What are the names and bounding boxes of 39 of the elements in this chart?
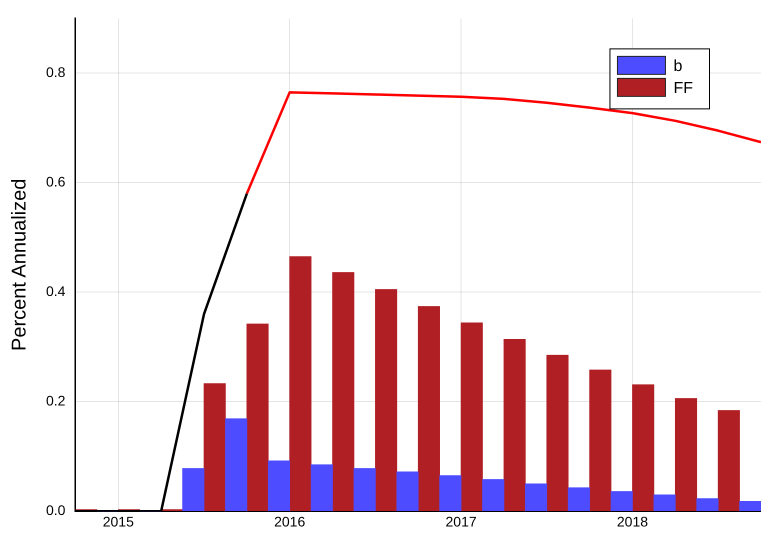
y-tick-label: 0.2	[46, 392, 66, 409]
bar	[246, 324, 269, 512]
y-tick-label: 0.0	[46, 502, 66, 518]
y-tick-label: 0.6	[46, 174, 66, 190]
bar	[568, 487, 590, 512]
bar	[460, 322, 483, 512]
bar	[696, 498, 718, 512]
bar	[525, 483, 548, 512]
legend-label: b	[673, 58, 682, 75]
legend-label: FF	[673, 80, 694, 97]
bar	[332, 272, 354, 512]
bar	[310, 464, 333, 512]
bar	[182, 468, 204, 512]
x-tick-label: 2017	[446, 513, 477, 530]
bar	[396, 471, 419, 512]
x-tick-label: 2018	[616, 513, 648, 530]
bar	[225, 418, 248, 512]
bar	[268, 460, 290, 512]
bar	[610, 491, 633, 512]
x-tick-label: 2015	[102, 513, 134, 530]
bar	[546, 354, 569, 512]
bar	[289, 256, 312, 512]
bar	[739, 501, 761, 512]
x-tick-label: 2016	[274, 513, 306, 530]
y-tick-label: 0.8	[46, 64, 66, 80]
bar	[718, 410, 740, 512]
bar	[589, 370, 612, 512]
y-tick-label: 0.4	[46, 283, 66, 300]
bar	[204, 383, 226, 512]
bar	[674, 398, 698, 512]
bar	[482, 479, 504, 512]
bar	[632, 384, 654, 512]
bar	[375, 289, 398, 512]
bar	[354, 468, 376, 512]
y-axis-title: Percent Annualized	[8, 178, 31, 351]
bar	[504, 338, 526, 512]
bar	[654, 494, 676, 512]
bar	[418, 306, 440, 512]
bar	[439, 475, 462, 512]
